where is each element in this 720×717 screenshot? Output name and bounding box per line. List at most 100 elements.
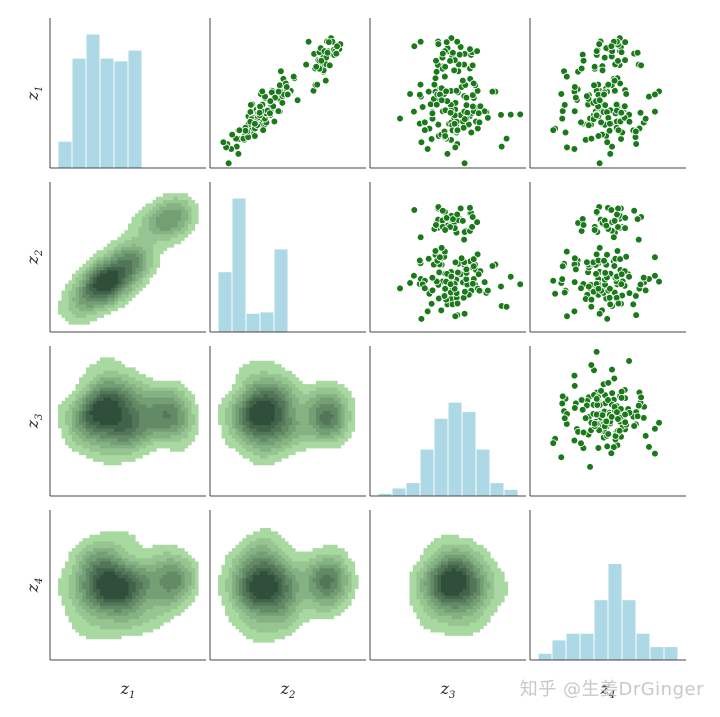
point-127	[450, 66, 458, 75]
point-129	[313, 80, 322, 89]
point-149	[410, 42, 419, 51]
point-95	[571, 254, 579, 263]
point-102	[251, 119, 259, 128]
point-101	[266, 97, 275, 105]
point-138	[325, 61, 334, 70]
point-122	[614, 204, 622, 213]
point-85	[469, 279, 477, 288]
point-105	[436, 253, 444, 262]
point-128	[293, 96, 302, 105]
hist-bar-3-1	[391, 487, 407, 497]
point-118	[592, 395, 601, 403]
y-label-3: z3	[23, 414, 45, 430]
hist-bar-4-4	[593, 599, 609, 661]
panel-r1-c1	[49, 18, 206, 169]
kde-4-1	[58, 531, 199, 640]
watermark: 知乎 @生姜DrGinger	[519, 679, 704, 700]
point-96	[560, 414, 569, 423]
point-61	[584, 121, 593, 130]
point-143	[332, 49, 341, 58]
point-133	[434, 40, 443, 48]
hist-bar-1-2	[85, 33, 101, 169]
point-128	[595, 244, 604, 252]
point-81	[462, 101, 471, 109]
y-label-2: z2	[23, 250, 45, 266]
point-16	[406, 279, 414, 287]
point-19	[416, 80, 425, 89]
point-127	[598, 411, 607, 419]
point-16	[557, 90, 566, 98]
point-79	[558, 392, 567, 401]
point-45	[632, 311, 640, 319]
point-79	[274, 107, 283, 115]
point-75	[597, 387, 605, 395]
point-84	[632, 292, 640, 300]
point-134	[602, 417, 611, 426]
point-147	[442, 38, 451, 46]
point-89	[595, 159, 604, 167]
point-144	[323, 48, 332, 57]
point-43	[437, 306, 446, 315]
point-129	[430, 80, 439, 89]
point-87	[417, 138, 426, 147]
point-105	[651, 90, 659, 99]
point-73	[428, 273, 437, 282]
point-141	[459, 217, 467, 225]
point-90	[605, 293, 614, 302]
point-75	[475, 286, 484, 295]
kde-3-2	[218, 360, 356, 466]
point-25	[270, 117, 279, 126]
point-105	[283, 90, 292, 99]
point-69	[484, 286, 492, 295]
point-147	[621, 418, 629, 427]
panel-r2-c4	[529, 182, 686, 333]
point-128	[595, 96, 604, 105]
point-147	[442, 214, 451, 222]
point-73	[428, 109, 437, 118]
point-126	[466, 45, 474, 53]
point-80	[563, 312, 571, 321]
point-87	[603, 442, 612, 451]
point-42	[613, 247, 622, 255]
point-131	[600, 53, 609, 62]
point-142	[453, 37, 462, 46]
point-74	[278, 99, 287, 107]
point-38	[551, 289, 559, 298]
point-100	[625, 289, 634, 297]
point-65	[462, 275, 471, 283]
point-72	[506, 272, 515, 281]
panel-r1-c4	[529, 18, 686, 169]
point-108	[302, 60, 310, 69]
point-74	[451, 258, 460, 267]
hist-bar-2-0	[217, 271, 233, 333]
point-135	[621, 56, 629, 64]
point-92	[441, 72, 449, 81]
point-149	[410, 206, 419, 214]
point-77	[480, 278, 489, 286]
point-95	[457, 254, 466, 263]
point-72	[625, 357, 633, 365]
point-40	[421, 126, 429, 134]
panel-r3-c2	[209, 346, 366, 497]
point-42	[431, 247, 440, 255]
point-101	[592, 270, 600, 278]
point-143	[630, 206, 638, 215]
point-61	[584, 282, 593, 291]
point-65	[558, 114, 567, 123]
point-146	[579, 221, 588, 229]
point-99	[274, 87, 283, 96]
point-98	[600, 256, 608, 265]
point-112	[452, 86, 461, 95]
point-146	[317, 56, 326, 65]
x-label-1: z1	[120, 679, 136, 701]
point-86	[583, 258, 591, 267]
point-97	[453, 126, 462, 135]
point-88	[476, 102, 485, 111]
point-94	[572, 265, 580, 274]
point-2	[608, 142, 616, 151]
hist-bar-2-4	[273, 248, 289, 333]
point-103	[655, 419, 663, 427]
point-6	[651, 271, 659, 280]
point-148	[590, 62, 599, 71]
point-77	[570, 382, 579, 390]
